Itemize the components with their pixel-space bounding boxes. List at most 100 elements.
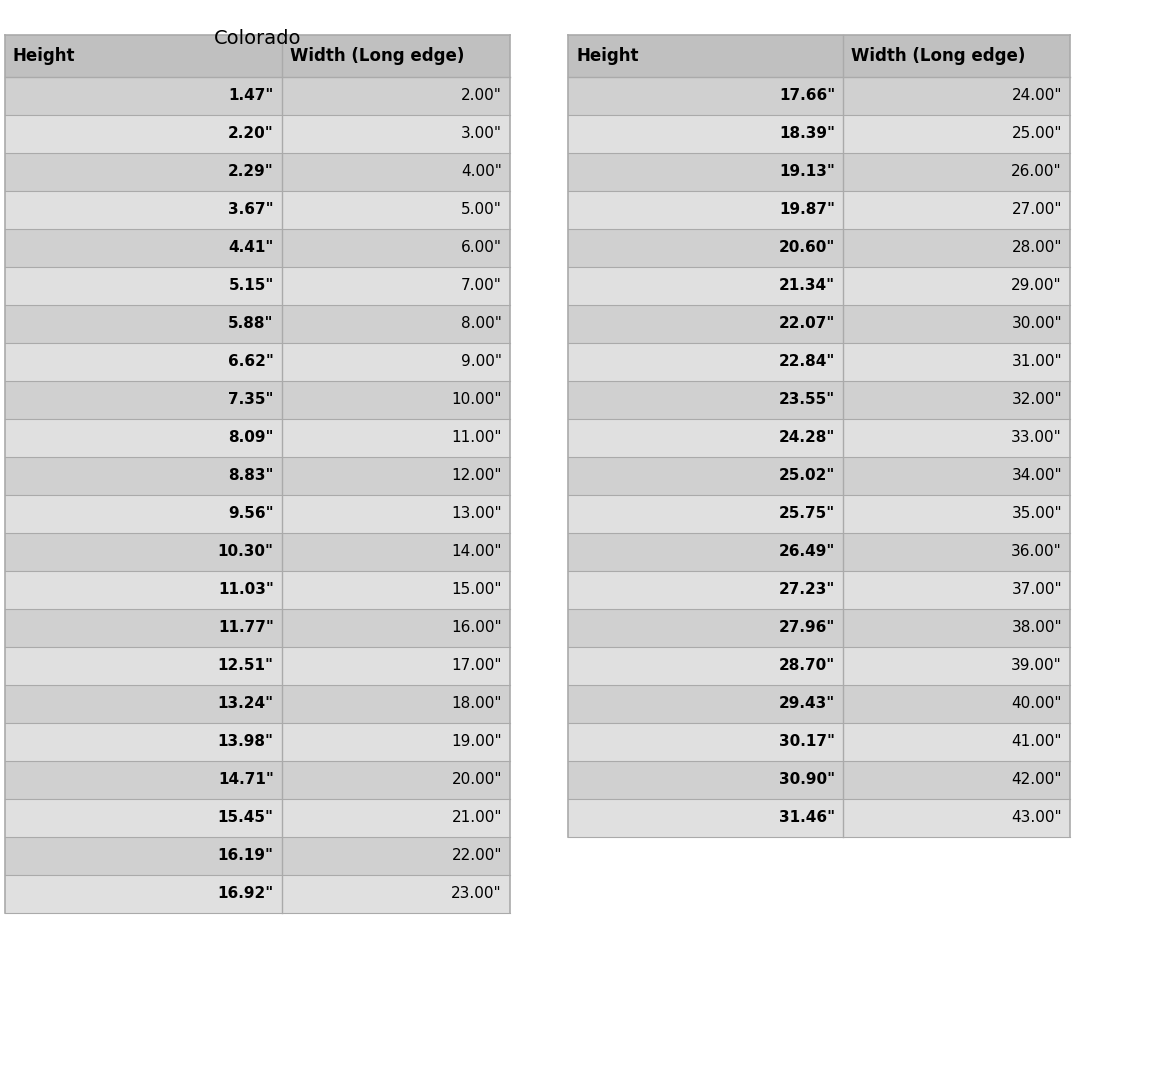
Text: 33.00": 33.00" [1011, 431, 1062, 445]
Text: 11.00": 11.00" [452, 431, 502, 445]
Bar [282, 799, 510, 837]
Bar [5, 647, 282, 685]
Bar [843, 191, 1070, 228]
Text: 10.30": 10.30" [218, 544, 274, 559]
Bar [5, 115, 282, 153]
Bar [568, 153, 843, 191]
Text: 24.00": 24.00" [1011, 88, 1062, 103]
Text: 7.00": 7.00" [461, 279, 502, 294]
Bar [568, 495, 843, 533]
Bar [282, 457, 510, 495]
Text: 36.00": 36.00" [1011, 544, 1062, 559]
Bar [282, 191, 510, 228]
Bar [282, 305, 510, 343]
Bar [843, 685, 1070, 724]
Text: 1.47": 1.47" [228, 88, 274, 103]
Text: 39.00": 39.00" [1011, 658, 1062, 673]
Bar [843, 305, 1070, 343]
Bar [5, 837, 282, 875]
Bar [843, 761, 1070, 799]
Text: 4.41": 4.41" [228, 240, 274, 256]
Bar [843, 115, 1070, 153]
Bar [568, 115, 843, 153]
Bar [843, 381, 1070, 419]
Text: 25.02": 25.02" [779, 469, 835, 483]
Bar [5, 191, 282, 228]
Text: 19.00": 19.00" [452, 734, 502, 750]
Text: 19.87": 19.87" [779, 202, 835, 218]
Bar [568, 305, 843, 343]
Text: 31.00": 31.00" [1011, 355, 1062, 370]
Text: 30.90": 30.90" [779, 772, 835, 788]
Text: 5.00": 5.00" [461, 202, 502, 218]
Bar [5, 571, 282, 609]
Text: 3.00": 3.00" [461, 126, 502, 141]
Text: 5.15": 5.15" [228, 279, 274, 294]
Bar [282, 647, 510, 685]
Text: 9.56": 9.56" [228, 507, 274, 521]
Text: 13.00": 13.00" [452, 507, 502, 521]
Bar [568, 35, 1070, 77]
Text: 20.60": 20.60" [779, 240, 835, 256]
Text: 31.46": 31.46" [779, 811, 835, 826]
Text: 25.00": 25.00" [1011, 126, 1062, 141]
Text: 27.00": 27.00" [1011, 202, 1062, 218]
Bar [5, 267, 282, 305]
Text: 13.98": 13.98" [218, 734, 274, 750]
Bar [843, 533, 1070, 571]
Text: 38.00": 38.00" [1011, 620, 1062, 635]
Bar [843, 495, 1070, 533]
Text: 41.00": 41.00" [1011, 734, 1062, 750]
Bar [843, 228, 1070, 267]
Text: 7.35": 7.35" [228, 393, 274, 408]
Bar [282, 419, 510, 457]
Bar [843, 457, 1070, 495]
Text: 21.34": 21.34" [779, 279, 835, 294]
Text: 17.66": 17.66" [779, 88, 835, 103]
Bar [568, 228, 843, 267]
Bar [843, 799, 1070, 837]
Bar [568, 267, 843, 305]
Text: 8.00": 8.00" [461, 317, 502, 332]
Bar [568, 609, 843, 647]
Text: 8.83": 8.83" [228, 469, 274, 483]
Bar [282, 685, 510, 724]
Text: 40.00": 40.00" [1011, 696, 1062, 712]
Text: Height: Height [576, 47, 639, 65]
Bar [5, 457, 282, 495]
Bar [5, 35, 510, 77]
Text: 26.00": 26.00" [1011, 164, 1062, 180]
Bar [5, 685, 282, 724]
Bar [843, 724, 1070, 761]
Bar [568, 685, 843, 724]
Bar [282, 609, 510, 647]
Bar [568, 381, 843, 419]
Bar [843, 77, 1070, 115]
Text: 12.51": 12.51" [218, 658, 274, 673]
Text: 29.43": 29.43" [779, 696, 835, 712]
Text: 16.00": 16.00" [452, 620, 502, 635]
Text: 23.00": 23.00" [452, 887, 502, 902]
Text: 15.45": 15.45" [218, 811, 274, 826]
Bar [568, 799, 843, 837]
Text: 22.84": 22.84" [779, 355, 835, 370]
Bar [843, 343, 1070, 381]
Text: 32.00": 32.00" [1011, 393, 1062, 408]
Bar [568, 191, 843, 228]
Text: Width (Long edge): Width (Long edge) [851, 47, 1025, 65]
Bar [282, 381, 510, 419]
Text: 9.00": 9.00" [461, 355, 502, 370]
Bar [282, 267, 510, 305]
Text: 27.23": 27.23" [779, 582, 835, 597]
Text: 30.00": 30.00" [1011, 317, 1062, 332]
Bar [5, 305, 282, 343]
Bar [843, 153, 1070, 191]
Bar [843, 571, 1070, 609]
Text: 2.20": 2.20" [228, 126, 274, 141]
Bar [282, 875, 510, 913]
Bar [568, 761, 843, 799]
Text: Colorado: Colorado [214, 29, 302, 48]
Bar [282, 343, 510, 381]
Bar [282, 571, 510, 609]
Text: 27.96": 27.96" [779, 620, 835, 635]
